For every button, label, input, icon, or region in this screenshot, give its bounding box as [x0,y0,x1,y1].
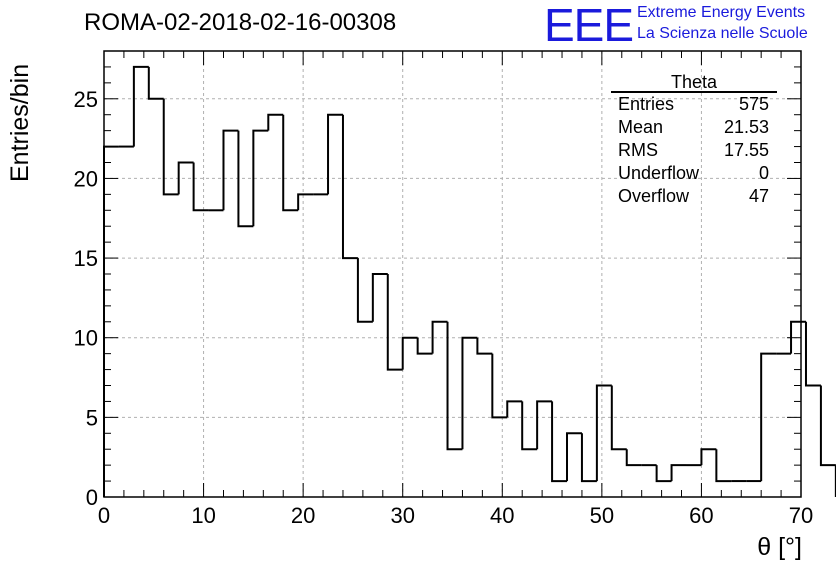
x-tick-label: 20 [291,503,315,528]
histogram-bin [625,449,642,467]
plot-border [103,50,802,498]
y-tick-label: 15 [74,246,98,271]
stats-row-label: Underflow [618,163,700,183]
histogram-bin [715,449,732,483]
histogram-bin [580,433,597,483]
y-tick-label: 10 [74,326,98,351]
stats-row-value: 47 [749,186,769,206]
histogram-bin [162,98,179,196]
x-tick-label: 40 [490,503,514,528]
stats-box-name: Theta [671,72,718,92]
histogram-bin [267,113,284,131]
y-tick-label: 25 [74,87,98,112]
histogram-bin [327,113,343,195]
histogram-bin [192,162,209,212]
x-tick-label: 50 [590,503,614,528]
tick-labels: 0 10 20 30 40 50 60 70 0 5 10 15 20 25 [74,87,814,528]
histogram-bin [566,432,582,482]
x-tick-label: 10 [191,503,215,528]
histogram-bin [819,385,836,467]
y-tick-label: 5 [86,405,98,430]
histogram-bin [551,401,568,483]
stats-row-label: RMS [618,140,658,160]
stats-row-label: Overflow [618,186,690,206]
histogram-bin [670,464,687,482]
histogram-bin [610,385,627,451]
histogram-bin [461,336,478,450]
histogram-bin [177,161,194,195]
histogram-bin [297,193,314,211]
histogram-bin [521,401,538,451]
histogram-bin [700,448,717,466]
stats-row-value: 575 [739,94,769,114]
histogram-bin [386,274,403,371]
histogram-bin [282,114,299,212]
histogram-bin [416,337,433,355]
x-axis-label: θ [°] [757,533,802,561]
y-tick-label: 0 [86,485,98,510]
y-tick-label: 20 [74,166,98,191]
histogram-bin [222,129,239,211]
histogram-bin [655,465,672,483]
x-tick-label: 0 [98,503,110,528]
plot-frame [103,50,802,498]
stats-row-label: Entries [618,94,674,114]
histogram-bin [371,273,388,322]
x-tick-label: 70 [789,503,813,528]
stats-row-value: 17.55 [724,140,769,160]
histogram-bin [506,400,523,418]
histogram-bin [252,129,269,227]
histogram-bin [491,353,508,419]
histogram-bin [446,321,463,451]
logo-subtitle-line1: Extreme Energy Events [637,4,806,21]
histogram-bin [401,336,418,370]
stats-row-value: 21.53 [724,117,769,137]
histogram-bin [804,321,821,387]
histogram-bin [760,352,777,482]
grid-lines [104,51,801,497]
stats-row-label: Mean [618,117,663,137]
histogram-bin [595,384,612,482]
x-tick-label: 60 [689,503,713,528]
stats-row-value: 0 [759,163,769,183]
histogram-bin [237,130,254,228]
histogram-bin [431,320,448,354]
chart-title: ROMA-02-2018-02-16-00308 [84,9,397,36]
histogram-bin [147,66,164,100]
logo-subtitle-line2: La Scienza nelle Scuole [637,25,808,42]
x-tick-label: 30 [390,503,414,528]
histogram-bin [132,65,149,147]
eee-logo: EEE [544,0,634,51]
histogram-bin [341,114,358,260]
axis-ticks [103,50,802,498]
histogram-bin [476,337,493,355]
histogram-bin [536,400,553,450]
histogram-bin [356,258,373,323]
